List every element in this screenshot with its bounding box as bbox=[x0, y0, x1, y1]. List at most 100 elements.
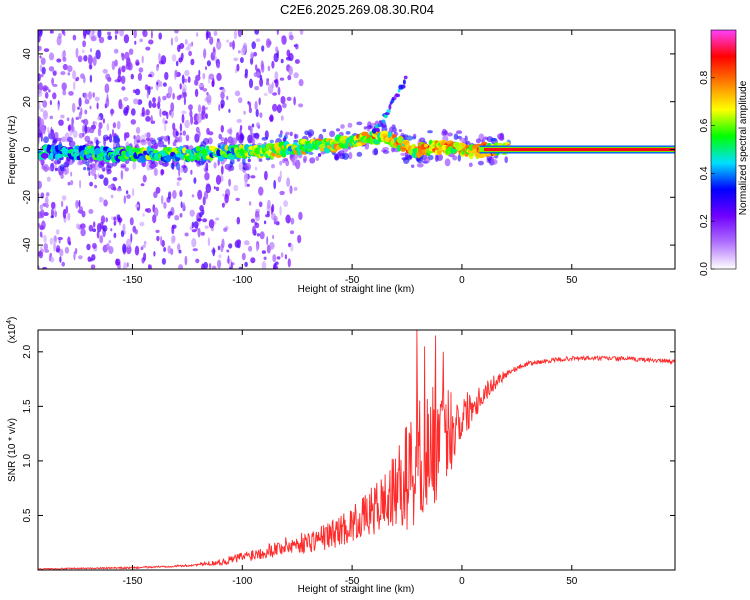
ridge-halo bbox=[498, 136, 505, 142]
noise-speck bbox=[190, 115, 194, 125]
ridge-halo bbox=[43, 164, 49, 172]
ridge-halo bbox=[391, 146, 395, 153]
noise-speck bbox=[182, 130, 187, 136]
noise-speck bbox=[259, 231, 265, 240]
noise-speck bbox=[195, 223, 199, 231]
ridge-blob bbox=[312, 143, 318, 150]
noise-speck bbox=[119, 99, 123, 109]
noise-speck bbox=[237, 119, 242, 123]
snr-panel: -150 -100 -50 0 50 0.5 1.0 1.5 2.0 Height of str… bbox=[6, 317, 676, 595]
noise-speck bbox=[47, 126, 50, 134]
noise-speck bbox=[61, 195, 67, 201]
noise-speck bbox=[264, 130, 269, 140]
noise-speck bbox=[151, 102, 157, 108]
noise-speck bbox=[212, 247, 216, 257]
ridge-halo bbox=[85, 161, 90, 166]
ridge-halo bbox=[303, 155, 308, 162]
noise-speck bbox=[156, 81, 159, 86]
spectrogram-y-tick-label: 0 bbox=[22, 146, 33, 152]
noise-speck bbox=[120, 52, 124, 57]
ridge-halo bbox=[464, 135, 468, 143]
noise-speck bbox=[244, 68, 248, 76]
noise-speck bbox=[93, 221, 96, 228]
noise-speck bbox=[163, 122, 167, 132]
noise-speck bbox=[203, 190, 209, 200]
noise-speck bbox=[181, 110, 187, 115]
ridge-halo bbox=[105, 165, 112, 172]
noise-speck bbox=[126, 238, 132, 248]
noise-speck bbox=[289, 230, 295, 235]
noise-speck bbox=[58, 119, 64, 126]
noise-speck bbox=[126, 245, 132, 255]
noise-speck bbox=[167, 212, 171, 219]
noise-speck bbox=[298, 79, 304, 87]
noise-speck bbox=[178, 57, 183, 63]
noise-speck bbox=[125, 190, 129, 195]
noise-speck bbox=[190, 169, 193, 175]
ridge-halo bbox=[68, 160, 74, 165]
noise-speck bbox=[161, 239, 165, 248]
ridge-halo bbox=[68, 140, 76, 147]
noise-speck bbox=[182, 91, 187, 98]
noise-speck bbox=[244, 240, 250, 246]
ridge-halo bbox=[198, 161, 205, 166]
noise-speck bbox=[38, 89, 43, 97]
noise-speck bbox=[67, 72, 71, 76]
noise-speck bbox=[235, 132, 240, 141]
noise-speck bbox=[145, 208, 148, 212]
noise-speck bbox=[250, 257, 256, 264]
colorbar-tick-label: 0.8 bbox=[699, 70, 710, 84]
noise-speck bbox=[184, 119, 190, 129]
noise-speck bbox=[53, 235, 58, 244]
noise-speck bbox=[103, 199, 108, 207]
noise-speck bbox=[153, 251, 156, 257]
noise-speck bbox=[70, 179, 74, 186]
noise-speck bbox=[277, 176, 282, 183]
noise-speck bbox=[272, 234, 275, 240]
figure-title: C2E6.2025.269.08.30.R04 bbox=[280, 2, 434, 17]
noise-speck bbox=[237, 50, 241, 54]
noise-speck bbox=[228, 178, 232, 187]
noise-speck bbox=[247, 158, 251, 163]
ridge-blob bbox=[387, 131, 392, 139]
noise-speck bbox=[88, 209, 94, 214]
noise-speck bbox=[120, 170, 124, 180]
noise-speck bbox=[63, 31, 66, 36]
noise-speck bbox=[123, 106, 129, 116]
noise-speck bbox=[196, 113, 203, 124]
ridge-halo bbox=[307, 131, 312, 138]
noise-speck bbox=[213, 30, 218, 36]
noise-speck bbox=[170, 248, 174, 256]
noise-speck bbox=[248, 107, 252, 114]
noise-speck bbox=[75, 223, 80, 229]
spectrogram-axes: -150 -100 -50 0 50 -40 -20 0 20 40 bbox=[22, 30, 675, 286]
ridge-halo bbox=[322, 128, 327, 133]
branch-blob bbox=[380, 123, 384, 126]
noise-speck bbox=[189, 43, 193, 47]
ridge-halo bbox=[172, 141, 177, 147]
noise-speck bbox=[102, 68, 108, 74]
noise-speck bbox=[254, 30, 260, 35]
noise-speck bbox=[160, 195, 164, 205]
ridge-halo bbox=[47, 166, 54, 171]
noise-speck bbox=[42, 266, 48, 269]
noise-speck bbox=[116, 120, 121, 130]
branch-blob bbox=[395, 93, 400, 98]
spectrogram-y-tick-label: -40 bbox=[22, 237, 33, 252]
ridge-halo bbox=[227, 166, 232, 172]
noise-speck bbox=[211, 77, 215, 88]
noise-speck bbox=[49, 115, 54, 120]
noise-speck bbox=[202, 72, 206, 80]
noise-speck bbox=[221, 88, 226, 93]
noise-speck bbox=[279, 205, 282, 216]
noise-speck bbox=[287, 74, 292, 81]
noise-speck bbox=[156, 235, 160, 242]
noise-speck bbox=[139, 38, 143, 43]
ridge-halo bbox=[124, 167, 129, 172]
noise-speck bbox=[192, 248, 198, 252]
ridge-halo bbox=[406, 155, 413, 161]
noise-speck bbox=[49, 100, 53, 106]
spectrogram-y-tick-label: 40 bbox=[22, 48, 33, 60]
noise-speck bbox=[61, 261, 65, 267]
noise-speck bbox=[205, 66, 207, 70]
